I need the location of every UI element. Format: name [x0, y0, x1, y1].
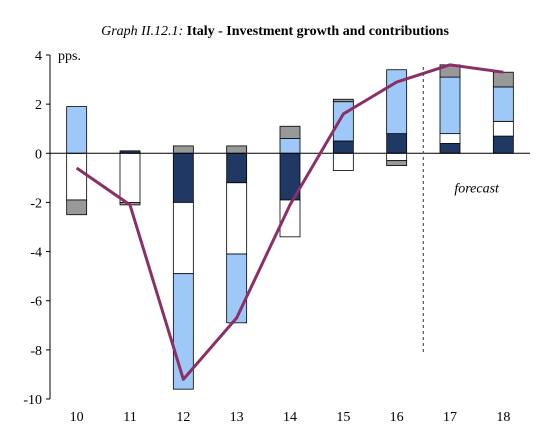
axes-layer [46, 54, 530, 400]
bar-segment [279, 125, 301, 139]
bar-segment [492, 135, 514, 154]
x-tick-label: 18 [496, 410, 510, 425]
y-tick-label: 4 [35, 49, 42, 64]
bar-segment [279, 199, 301, 238]
bar-segment [492, 86, 514, 122]
x-tick-label: 12 [176, 410, 190, 425]
bar-segment [386, 133, 408, 154]
bar-segment [332, 101, 354, 142]
chart-title: Graph II.12.1: Italy - Investment growth… [0, 24, 550, 40]
bar-segment [386, 160, 408, 166]
forecast-annotation: forecast [454, 182, 500, 197]
bar-segment [172, 152, 194, 203]
y-tick-label: -10 [23, 393, 42, 408]
y-tick-label: -8 [30, 344, 42, 359]
bar-segment [66, 106, 88, 154]
bar-segment [172, 145, 194, 154]
x-tick-label: 11 [123, 410, 136, 425]
bar-segment [439, 133, 461, 144]
bar-segment [332, 152, 354, 171]
y-tick-label: -6 [30, 295, 42, 310]
bar-segment [226, 152, 248, 184]
bar-segment [279, 138, 301, 154]
bar-segment [492, 120, 514, 137]
x-tick-label: 13 [230, 410, 244, 425]
y-tick-label: -4 [30, 246, 42, 261]
bar-segment [66, 152, 88, 201]
x-tick-label: 16 [390, 410, 404, 425]
bar-segment [332, 140, 354, 154]
y-tick-label: 0 [35, 147, 42, 162]
y-tick-label: -2 [30, 196, 42, 211]
x-tick-label: 10 [70, 410, 84, 425]
bar-segment [386, 152, 408, 162]
y-tick-label: 2 [35, 98, 42, 113]
bar-segment [226, 145, 248, 154]
bar-segment [492, 71, 514, 88]
bar-segment [332, 98, 354, 103]
bar-segment [66, 199, 88, 216]
bar-segment [439, 143, 461, 154]
bar-segment [439, 76, 461, 135]
bar-segment [172, 202, 194, 275]
x-tick-label: 15 [336, 410, 350, 425]
bar-segment [226, 182, 248, 255]
bar-segment [119, 152, 141, 203]
x-tick-label: 17 [443, 410, 457, 425]
bars-layer [66, 64, 514, 390]
bar-segment [226, 253, 248, 324]
chart-title-prefix: Graph II.12.1: [101, 24, 184, 39]
line-layer [75, 63, 504, 381]
y-axis-unit-label: pps. [58, 49, 81, 64]
chart-title-main: Italy - Investment growth and contributi… [186, 24, 449, 39]
labels-layer: 4 2 0 -2 -4 -6 -8 -10 pps. 10 11 12 13 14 15 16 17 18 fore… [23, 49, 510, 425]
investment-growth-line [75, 63, 504, 381]
x-tick-label: 14 [283, 410, 297, 425]
